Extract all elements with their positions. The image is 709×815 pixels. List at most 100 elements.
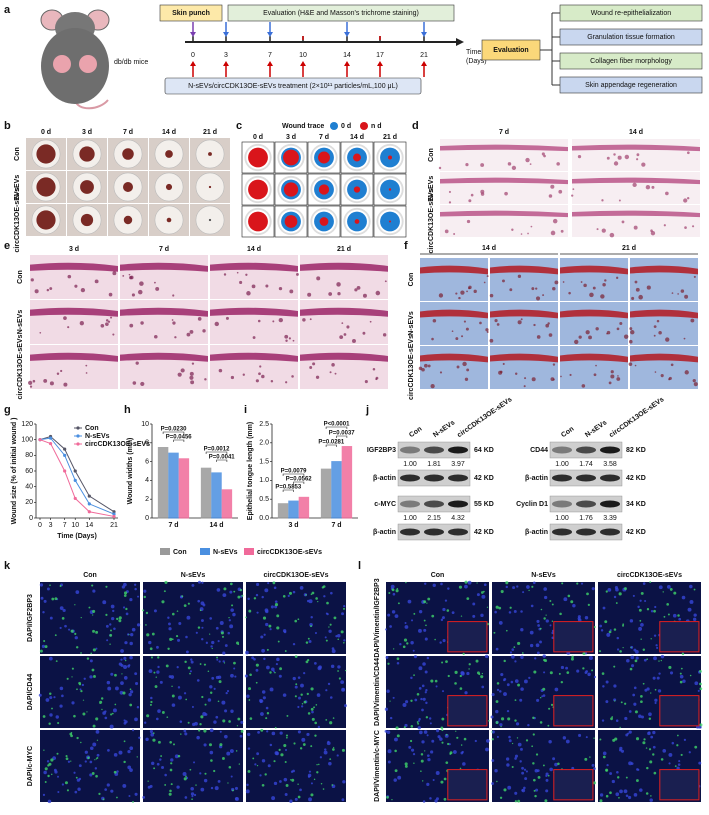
nucleus [177,686,181,689]
nucleus [292,590,296,594]
signal [264,773,267,776]
nucleus [577,618,582,622]
band [600,500,620,508]
panel-letter: j [365,404,369,416]
significance-bracket [293,481,305,484]
signal [199,723,202,726]
nucleus [216,588,221,592]
nucleus [633,793,638,797]
signal [343,642,345,644]
signal [114,673,117,677]
tissue-cell [535,296,541,301]
tissue-cell [197,317,202,321]
nucleus [421,684,425,688]
nucleus [255,668,259,672]
nucleus [255,593,259,597]
nucleus [211,640,215,645]
nucleus [61,783,65,786]
nucleus [324,636,327,639]
nucleus [544,595,548,600]
nucleus [623,789,628,794]
signal [593,625,596,629]
marker-head [344,32,350,37]
nucleus [514,679,519,683]
signal [333,616,337,620]
signal [620,701,623,704]
tissue-cell [291,375,294,378]
band [576,474,596,482]
nucleus [513,609,517,613]
row-label: Con [14,147,21,161]
tissue-cell [663,224,666,227]
tissue-cell [550,184,555,189]
tissue-cell [455,292,458,295]
nucleus [636,768,639,771]
nucleus [314,632,318,635]
nucleus [266,665,270,670]
signal [105,613,108,616]
evaluation-staining: Evaluation (H&E and Masson's trichrome s… [263,10,419,17]
signal [624,587,627,591]
signal [56,752,59,755]
p-value: P=0.0562 [286,477,313,483]
signal [44,781,47,783]
nucleus [602,751,607,756]
inset [447,621,488,653]
signal [571,655,574,659]
point [87,494,91,498]
nucleus [517,742,522,747]
signal [329,623,332,626]
nucleus [426,734,429,737]
tissue-cell [364,380,368,384]
tissue-cell [67,326,70,329]
nucleus [524,777,528,781]
signal [337,638,340,641]
signal [329,721,333,725]
nucleus [150,732,155,737]
legend-title: Wound trace [282,123,324,130]
nucleus [532,581,536,585]
tissue-cell [354,288,358,292]
signal [509,606,512,609]
signal [110,713,113,716]
nucleus [104,710,107,713]
signal [642,648,646,651]
tissue-cell [129,275,133,280]
nucleus [184,732,188,736]
tissue-layer [440,210,568,218]
tissue [30,345,118,389]
nucleus [654,605,657,609]
nucleus [410,676,413,680]
nucleus [599,793,604,797]
y-tick-label: 60 [25,468,33,475]
nucleus [653,656,657,661]
nucleus [191,583,195,587]
signal [445,761,449,765]
nucleus [491,693,495,697]
tissue-cell [550,230,556,236]
y-tick-label: 1.5 [259,458,269,465]
nucleus [156,762,160,766]
signal [495,700,499,703]
signal [203,663,207,666]
signal [260,728,264,732]
nucleus [626,658,630,663]
nucleus [182,771,187,776]
signal [343,607,345,610]
signal [475,659,479,663]
tissue-cell [515,372,518,375]
signal [605,768,609,772]
nucleus [611,779,615,784]
nucleus [324,748,327,751]
tissue [420,302,488,345]
nucleus [129,641,133,646]
band [400,474,420,482]
y-tick-label: 0 [145,515,149,522]
nucleus [435,685,438,688]
signal [92,648,96,652]
signal [420,759,424,763]
nucleus [273,586,277,590]
nucleus [585,736,588,739]
wound [208,185,212,189]
signal [337,670,339,672]
